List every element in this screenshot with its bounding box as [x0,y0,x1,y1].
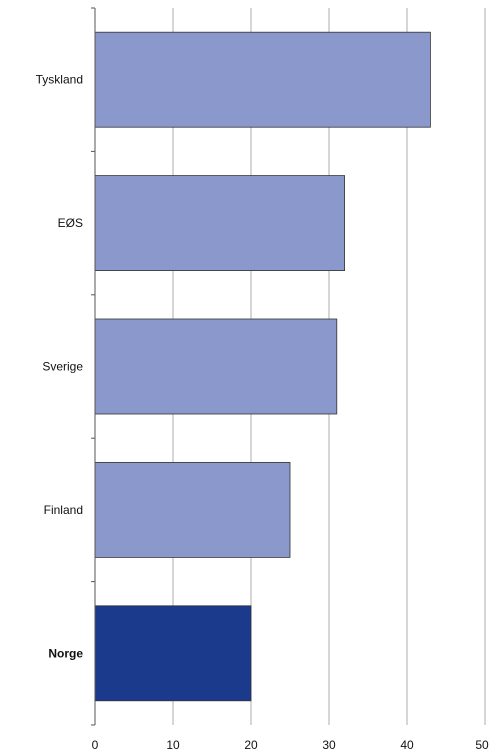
x-tick-label: 0 [92,738,99,752]
category-label: Sverige [42,360,83,374]
labels: 0 10 20 30 40 50 Tyskland EØS Sverige Finland Norg… [36,73,489,752]
bar-2 [94,318,338,415]
bar-1 [94,175,346,272]
bar-4 [94,605,252,702]
category-label: Finland [44,503,83,517]
x-tick-label: 50 [475,738,489,752]
x-tick-label: 20 [244,738,258,752]
axes [91,7,96,726]
x-tick-label: 10 [166,738,180,752]
bar-3 [94,461,291,558]
category-label: Norge [48,646,83,660]
bars [94,31,431,702]
category-label: EØS [58,216,83,230]
x-tick-label: 30 [322,738,336,752]
bar-0 [94,31,431,128]
category-label: Tyskland [36,73,83,87]
x-tick-label: 40 [400,738,414,752]
